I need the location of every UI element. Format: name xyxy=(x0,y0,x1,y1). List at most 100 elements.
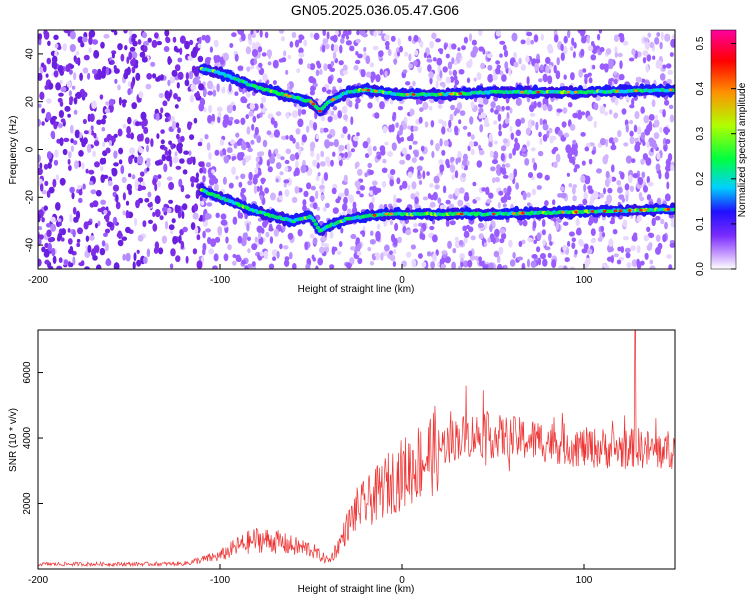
noise-blob xyxy=(93,140,100,147)
noise-blob xyxy=(648,232,655,238)
noise-blob xyxy=(143,45,148,53)
noise-blob xyxy=(631,158,636,164)
noise-blob xyxy=(445,219,450,227)
noise-blob xyxy=(646,141,650,149)
noise-blob xyxy=(462,260,469,268)
noise-blob xyxy=(524,158,530,166)
noise-blob xyxy=(128,155,133,165)
noise-blob xyxy=(555,70,561,80)
noise-blob xyxy=(628,57,635,62)
noise-blob xyxy=(489,150,494,158)
noise-blob xyxy=(562,107,568,114)
noise-blob xyxy=(585,257,591,266)
noise-blob xyxy=(665,138,671,145)
noise-blob xyxy=(333,44,339,53)
noise-blob xyxy=(237,65,244,71)
noise-blob xyxy=(231,32,237,38)
noise-blob xyxy=(614,46,618,54)
noise-blob xyxy=(405,153,411,161)
noise-blob xyxy=(345,40,352,46)
noise-blob xyxy=(649,265,656,269)
noise-blob xyxy=(95,189,102,197)
noise-blob xyxy=(438,159,444,165)
noise-blob xyxy=(604,200,611,205)
noise-blob xyxy=(636,258,640,266)
noise-blob xyxy=(150,61,156,67)
noise-blob xyxy=(659,41,663,50)
noise-blob xyxy=(146,167,150,172)
noise-blob xyxy=(176,96,181,102)
noise-blob xyxy=(559,186,565,192)
noise-blob xyxy=(668,104,674,110)
noise-blob xyxy=(651,217,656,227)
noise-blob xyxy=(163,46,170,52)
ridge-peak xyxy=(663,208,668,211)
noise-blob xyxy=(113,162,119,167)
noise-blob xyxy=(608,137,615,144)
noise-blob xyxy=(643,37,649,43)
noise-blob xyxy=(73,140,78,146)
noise-blob xyxy=(39,183,44,192)
noise-blob xyxy=(262,220,268,228)
noise-blob xyxy=(43,31,50,40)
noise-blob xyxy=(232,260,237,266)
noise-blob xyxy=(497,263,503,269)
noise-blob xyxy=(613,112,619,119)
noise-blob xyxy=(140,171,145,177)
noise-blob xyxy=(117,230,122,240)
noise-blob xyxy=(669,52,674,57)
noise-blob xyxy=(426,251,432,257)
noise-blob xyxy=(137,177,144,183)
noise-blob xyxy=(329,230,334,239)
noise-blob xyxy=(478,114,483,119)
noise-blob xyxy=(317,172,321,177)
noise-blob xyxy=(389,179,395,187)
noise-blob xyxy=(227,244,232,251)
noise-blob xyxy=(627,174,633,184)
noise-blob xyxy=(189,39,194,46)
noise-blob xyxy=(636,126,642,135)
noise-blob xyxy=(410,193,416,200)
noise-blob xyxy=(408,63,413,69)
noise-blob xyxy=(104,228,111,234)
noise-blob xyxy=(177,57,183,63)
noise-blob xyxy=(515,129,521,137)
noise-blob xyxy=(612,229,618,235)
x-tick-label: -100 xyxy=(210,575,230,586)
noise-blob xyxy=(304,241,308,250)
noise-blob xyxy=(503,194,508,203)
noise-blob xyxy=(407,184,411,191)
noise-blob xyxy=(349,257,355,266)
noise-blob xyxy=(560,52,565,61)
noise-blob xyxy=(296,68,301,74)
noise-blob xyxy=(614,97,619,106)
noise-blob xyxy=(486,53,493,59)
noise-blob xyxy=(164,150,169,156)
noise-blob xyxy=(418,116,423,124)
noise-blob xyxy=(478,233,484,240)
noise-blob xyxy=(312,202,318,210)
noise-blob xyxy=(500,153,505,162)
noise-blob xyxy=(584,146,590,152)
ridge-peak xyxy=(361,88,366,92)
noise-blob xyxy=(217,226,223,236)
ridge-core xyxy=(672,207,675,212)
noise-blob xyxy=(316,206,320,211)
noise-blob xyxy=(484,221,488,230)
noise-blob xyxy=(449,220,456,226)
noise-blob xyxy=(607,187,613,194)
noise-blob xyxy=(625,252,631,259)
noise-blob xyxy=(323,172,329,181)
noise-blob xyxy=(478,107,484,114)
noise-blob xyxy=(423,52,427,59)
noise-blob xyxy=(133,217,138,227)
noise-blob xyxy=(44,85,49,90)
noise-blob xyxy=(269,236,274,244)
noise-blob xyxy=(63,30,70,34)
noise-blob xyxy=(588,77,593,84)
snr-frame xyxy=(37,329,676,570)
noise-blob xyxy=(247,236,251,242)
noise-blob xyxy=(469,254,476,261)
noise-blob xyxy=(284,166,289,172)
noise-blob xyxy=(445,158,450,166)
